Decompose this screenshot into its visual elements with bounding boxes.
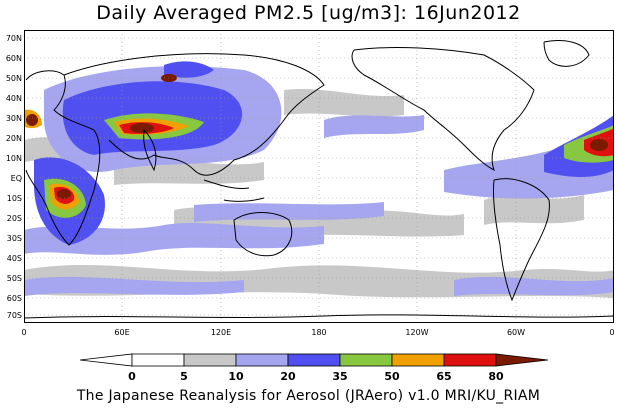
lon-label: 120W bbox=[405, 328, 429, 337]
colorbar-segment bbox=[287, 353, 341, 367]
footer-credit: The Japanese Reanalysis for Aerosol (JRA… bbox=[76, 388, 541, 404]
colorbar-segment bbox=[339, 353, 393, 367]
colorbar-label: 20 bbox=[280, 370, 296, 383]
lon-label: 180 bbox=[311, 328, 327, 337]
lon-label: 60E bbox=[114, 328, 130, 337]
colorbar-svg bbox=[79, 353, 549, 367]
lon-label: 0 bbox=[21, 328, 27, 337]
lat-label: 60N bbox=[5, 54, 22, 63]
lat-label: 10N bbox=[5, 154, 22, 163]
coastlines bbox=[24, 40, 614, 319]
colorbar-segment bbox=[443, 353, 497, 367]
map-title: Daily Averaged PM2.5 [ug/m3]: 16Jun2012 bbox=[96, 2, 521, 24]
colorbar-segment bbox=[391, 353, 445, 367]
colorbar-segment bbox=[183, 353, 237, 367]
colorbar-label: 5 bbox=[180, 370, 188, 383]
colorbar-segment bbox=[235, 353, 289, 367]
lat-label: 40S bbox=[6, 254, 22, 263]
lat-label: 30N bbox=[5, 114, 22, 123]
lat-label: EQ bbox=[10, 174, 22, 183]
lat-label: 10S bbox=[6, 194, 22, 203]
colorbar-label: 35 bbox=[332, 370, 348, 383]
colorbar-label: 10 bbox=[228, 370, 244, 383]
colorbar-label: 65 bbox=[436, 370, 452, 383]
pm25-map bbox=[24, 30, 614, 323]
lat-label: 40N bbox=[5, 94, 22, 103]
lat-label: 60S bbox=[6, 294, 22, 303]
lat-label: 30S bbox=[6, 234, 22, 243]
lat-label: 20N bbox=[5, 134, 22, 143]
map-border bbox=[24, 30, 614, 323]
lon-label: 120E bbox=[210, 328, 232, 337]
lat-label: 50S bbox=[6, 274, 22, 283]
lat-label: 70N bbox=[5, 34, 22, 43]
colorbar-right-arrow bbox=[495, 353, 549, 367]
colorbar-label: 50 bbox=[384, 370, 400, 383]
map-canvas bbox=[24, 30, 614, 323]
colorbar-label: 0 bbox=[128, 370, 136, 383]
colorbar-label: 80 bbox=[488, 370, 504, 383]
lon-label: 0 bbox=[609, 328, 615, 337]
lat-label: 70S bbox=[6, 311, 22, 320]
colorbar-left-arrow bbox=[79, 353, 133, 367]
lat-label: 50N bbox=[5, 74, 22, 83]
colorbar bbox=[79, 352, 550, 372]
colorbar-segment bbox=[131, 353, 185, 367]
maroon-hotspots bbox=[26, 74, 608, 199]
lon-label: 60W bbox=[506, 328, 526, 337]
lat-label: 20S bbox=[6, 214, 22, 223]
